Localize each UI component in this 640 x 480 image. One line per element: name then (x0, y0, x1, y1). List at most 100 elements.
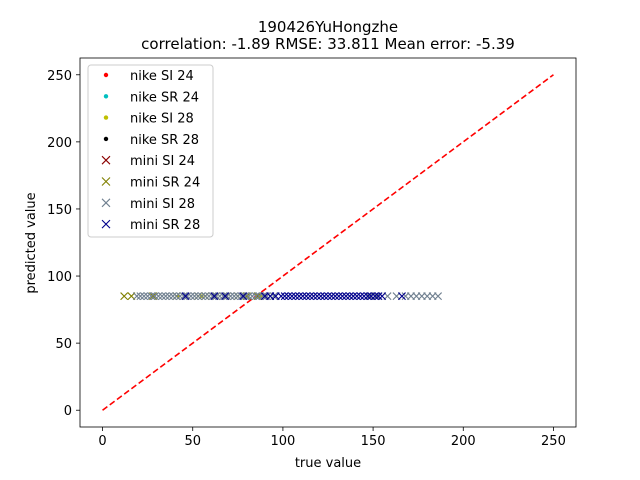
data-point (150, 292, 159, 301)
data-point (158, 292, 167, 301)
x-tick-label: 250 (541, 434, 566, 449)
data-point (378, 292, 387, 301)
data-point (342, 292, 351, 301)
data-point (367, 292, 376, 301)
y-tick-label: 200 (47, 136, 72, 151)
data-point (251, 292, 260, 301)
y-tick-label: 0 (64, 404, 72, 419)
identity-reference-line (102, 74, 554, 411)
legend-marker (101, 219, 111, 229)
data-point (181, 292, 190, 301)
data-point (190, 292, 199, 301)
data-point (136, 292, 145, 301)
data-point (212, 292, 221, 301)
legend-entry-label: nike SR 24 (130, 90, 199, 105)
data-point (143, 292, 152, 301)
legend-marker (103, 94, 109, 99)
x-axis-label: true value (295, 456, 361, 471)
data-point (221, 292, 230, 301)
legend-marker (101, 155, 111, 165)
data-point (356, 292, 365, 301)
chart-title: 190426YuHongzhe (258, 18, 398, 36)
data-point (277, 292, 286, 301)
data-point (327, 292, 336, 301)
y-tick-label: 50 (55, 337, 72, 352)
data-point (324, 292, 332, 301)
data-point (230, 292, 239, 301)
data-point (338, 292, 347, 301)
x-tick-label: 50 (184, 434, 201, 449)
data-point (154, 292, 163, 301)
data-point (295, 292, 304, 301)
legend-marker (103, 136, 109, 142)
data-point (161, 292, 170, 301)
data-point (179, 292, 188, 301)
data-point (197, 292, 206, 301)
data-point (172, 292, 181, 301)
data-point (147, 292, 156, 301)
legend-marker (101, 198, 111, 208)
data-point (320, 292, 329, 301)
legend-marker (103, 115, 109, 120)
legend-marker (103, 72, 109, 78)
data-point (287, 292, 296, 301)
data-point (194, 292, 203, 301)
data-point (291, 292, 300, 301)
data-point (223, 292, 231, 301)
legend-entry-label: mini SR 24 (130, 176, 200, 191)
data-point (349, 292, 358, 301)
data-point (363, 292, 372, 301)
x-tick-label: 100 (270, 434, 295, 449)
data-point (316, 292, 325, 301)
legend-entry-label: nike SR 28 (130, 133, 199, 148)
data-point (269, 292, 278, 301)
data-point (210, 292, 219, 301)
data-point (313, 292, 322, 301)
data-point (331, 292, 340, 301)
data-point (120, 292, 129, 301)
y-axis-label: predicted value (24, 192, 39, 293)
data-point (219, 292, 228, 301)
data-point (302, 292, 311, 301)
data-point (239, 292, 248, 301)
y-tick-label: 150 (47, 203, 72, 218)
data-point (309, 292, 318, 301)
legend-entry-label: nike SI 24 (130, 69, 194, 84)
data-point (397, 292, 406, 301)
legend-box (87, 64, 214, 238)
data-point (334, 292, 343, 301)
data-point (208, 292, 217, 301)
legend-marker (101, 177, 111, 186)
data-point (280, 292, 289, 301)
data-point (168, 292, 177, 301)
data-point (140, 292, 149, 301)
data-point (360, 292, 369, 301)
data-point (305, 292, 314, 301)
data-point (259, 292, 268, 301)
data-point (132, 292, 141, 301)
data-point (345, 292, 354, 301)
legend: nike SI 24 nike SR 24 nike SI 28 nike SR 28… (87, 64, 214, 238)
axes-frame (79, 57, 577, 428)
series-mini-sr-28 (181, 292, 406, 301)
data-point (298, 292, 307, 301)
legend-entry-label: mini SI 24 (130, 154, 195, 169)
data-point (434, 292, 443, 301)
data-point (241, 292, 250, 301)
chart-subtitle: correlation: -1.89 RMSE: 33.811 Mean err… (141, 35, 515, 53)
y-tick-label: 100 (47, 270, 72, 285)
data-point (201, 292, 210, 301)
data-point (262, 292, 271, 301)
plot-area: 0 50 100 150 200 250 0 50 100 150 200 250 (47, 57, 577, 449)
x-tick-label: 0 (98, 434, 106, 449)
legend-entry-label: mini SR 28 (130, 218, 200, 233)
data-point (352, 292, 361, 301)
data-point (284, 292, 293, 301)
data-point (237, 292, 246, 301)
data-point (248, 292, 257, 301)
data-point (374, 292, 383, 301)
data-point (370, 292, 379, 301)
x-tick-label: 150 (361, 434, 386, 449)
data-point (165, 292, 174, 301)
